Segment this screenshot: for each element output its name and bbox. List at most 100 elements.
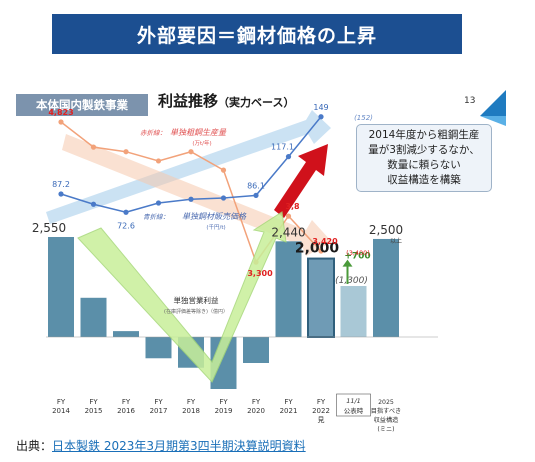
category-label: 2022 (312, 407, 330, 415)
production-point (123, 149, 129, 155)
price-point (253, 192, 259, 198)
price-point (285, 154, 292, 160)
bar-value-label: (1,300) (335, 276, 368, 286)
banner-title: 外部要因＝鋼材価格の上昇 (136, 24, 377, 47)
category-label: 収益構造 (374, 416, 399, 424)
category-label: FY (122, 398, 131, 406)
bg-arrow-up-icon (46, 110, 331, 224)
source-citation: 出典：日本製鉄 2023年3月期第3四半期決算説明資料 (16, 437, 306, 454)
callout-line: 2014年度から粗鋼生産 (368, 129, 480, 141)
production-extra-label: (3,400) (346, 249, 370, 257)
category-label: FY (284, 398, 293, 406)
category-label: 2019 (215, 407, 233, 415)
price-point (90, 201, 97, 207)
price-extra-label: (152) (354, 114, 373, 122)
category-label: 2015 (85, 407, 103, 415)
production-point (155, 158, 162, 164)
price-axis-note: 青折線： (143, 213, 169, 221)
price-value-label: 86.1 (247, 181, 265, 190)
production-point (318, 248, 324, 254)
category-label: 2018 (182, 407, 200, 415)
bar-value-label: 2,440 (271, 225, 305, 239)
category-label: FY (154, 398, 163, 406)
category-label: FY (187, 398, 196, 406)
delta-label: +700 (344, 252, 370, 262)
segment-badge-label: 本体国内製鉄事業 (36, 98, 128, 112)
price-series-label: 単独鋼材販売価格 (182, 212, 247, 221)
category-label: 2020 (247, 407, 265, 415)
profit-bar (243, 337, 269, 363)
price-value-label: 72.6 (117, 221, 135, 230)
production-point (220, 167, 227, 173)
profit-bar (307, 257, 335, 339)
callout-line: 数量に頼らない (387, 159, 461, 171)
category-label: 2017 (150, 407, 168, 415)
corner-arrow-tail-icon (480, 116, 506, 126)
category-label: 公表時 (344, 406, 364, 415)
price-point (220, 195, 227, 201)
price-point (58, 191, 64, 197)
production-point (90, 144, 97, 150)
bar-value-label: 2,500 (369, 223, 403, 237)
price-value-label: 87.2 (52, 180, 70, 189)
page-banner: 外部要因＝鋼材価格の上昇 (52, 14, 462, 54)
category-label: FY (317, 398, 326, 406)
production-value-label: 4,823 (48, 108, 73, 117)
category-label: 2021 (280, 407, 298, 415)
price-point (155, 200, 162, 206)
category-label: 目指すべき (371, 407, 402, 415)
price-unit-label: (千円/t) (206, 223, 225, 231)
production-value-label: 3,300 (247, 269, 273, 278)
source-link[interactable]: 日本製鉄 2023年3月期第3四半期決算説明資料 (52, 439, 306, 453)
profit-bar (145, 337, 172, 359)
delta-arrow-head-icon (342, 259, 353, 267)
profit-bar (113, 331, 139, 337)
profit-bar (373, 238, 399, 337)
production-value-label: 3,8 (285, 202, 300, 211)
bar-series-label: 単独営業利益 (174, 295, 219, 305)
category-label: FY (219, 398, 228, 406)
bar-value-label: 2,000 (295, 241, 340, 257)
category-label: 2014 (52, 407, 70, 415)
profit-bar (275, 241, 302, 337)
category-label: FY (57, 398, 66, 406)
profit-bar (48, 237, 74, 337)
category-label: 2016 (117, 407, 135, 415)
price-point (188, 196, 194, 202)
page-number: 13 (464, 96, 476, 106)
bar-value-suffix: 以上 (390, 237, 402, 245)
chart-slide: 本体国内製鉄事業 利益推移（実力ベース） 13 2,550 2,440 2,000 (… (6, 82, 528, 433)
price-value-label: 117.1 (271, 143, 294, 152)
green-v-arrow-icon (77, 211, 287, 383)
production-axis-note: 赤折線： (140, 129, 166, 137)
price-value-label: 149 (313, 103, 328, 112)
red-up-arrow-icon (274, 144, 328, 218)
category-label: (ミニ) (377, 426, 394, 433)
slide-title: 利益推移（実力ベース） (158, 90, 294, 111)
callout-line: 量が3割減少するなか、 (368, 144, 480, 156)
price-point (123, 209, 129, 215)
category-label: 2025 (378, 399, 394, 406)
slide-title-text: 利益推移 (158, 92, 219, 110)
production-unit-label: (万t/年) (192, 139, 211, 147)
slide-title-suffix: （実力ベース） (218, 96, 295, 109)
profit-bar (80, 297, 107, 337)
category-label: FY (252, 398, 261, 406)
production-point (285, 213, 292, 219)
category-box (336, 393, 371, 417)
source-prefix: 出典： (16, 439, 53, 453)
profit-bar (340, 286, 367, 337)
production-series-label: 単独粗鋼生産量 (170, 128, 227, 137)
category-label: FY (89, 398, 98, 406)
production-point (188, 149, 194, 155)
callout-line: 収益構造を構築 (387, 174, 461, 186)
production-value-label: 3,420 (312, 237, 338, 246)
category-label: 11/1 (346, 397, 361, 405)
bar-value-label: 2,550 (32, 221, 66, 235)
production-point (58, 119, 64, 125)
category-label: 見 (318, 416, 325, 424)
bar-series-sublabel: (在庫評価差等除き)（億円） (164, 308, 228, 315)
segment-badge: 本体国内製鉄事業 (16, 94, 148, 116)
corner-arrow-icon (480, 90, 506, 116)
